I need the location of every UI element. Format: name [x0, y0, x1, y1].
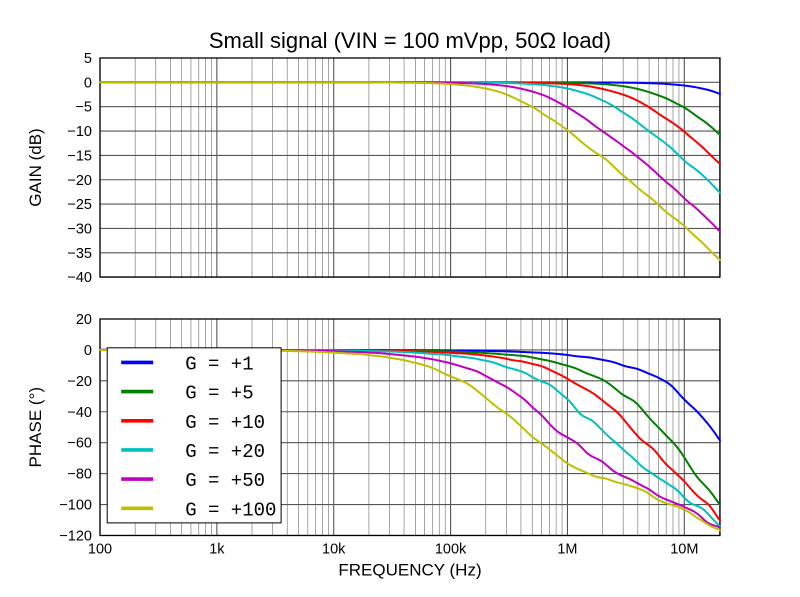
- svg-text:G = +10: G = +10: [185, 412, 265, 434]
- svg-text:1M: 1M: [557, 542, 577, 558]
- svg-text:G = +20: G = +20: [185, 441, 265, 463]
- svg-text:−100: −100: [59, 498, 92, 514]
- svg-text:−60: −60: [67, 436, 92, 452]
- svg-text:5: 5: [84, 51, 92, 67]
- svg-text:−5: −5: [75, 100, 92, 116]
- svg-text:0: 0: [84, 343, 92, 359]
- svg-text:−20: −20: [67, 374, 92, 390]
- svg-text:G = +5: G = +5: [185, 383, 253, 405]
- svg-text:1k: 1k: [209, 542, 225, 558]
- svg-text:G = +1: G = +1: [185, 353, 253, 375]
- svg-text:0: 0: [84, 75, 92, 91]
- svg-text:−30: −30: [67, 222, 92, 238]
- svg-text:−40: −40: [67, 405, 92, 421]
- svg-text:20: 20: [76, 312, 92, 328]
- svg-text:G = +100: G = +100: [185, 499, 276, 521]
- svg-text:10k: 10k: [322, 542, 346, 558]
- svg-text:−40: −40: [67, 270, 92, 286]
- svg-text:Small signal (VIN = 100 mVpp,: Small signal (VIN = 100 mVpp, 50Ω load): [209, 28, 611, 53]
- svg-text:−10: −10: [67, 124, 92, 140]
- svg-text:10M: 10M: [670, 542, 698, 558]
- svg-text:−20: −20: [67, 173, 92, 189]
- svg-text:PHASE (°): PHASE (°): [26, 387, 45, 467]
- svg-text:−15: −15: [67, 148, 92, 164]
- svg-text:GAIN (dB): GAIN (dB): [26, 128, 45, 206]
- svg-text:−80: −80: [67, 467, 92, 483]
- svg-text:−35: −35: [67, 246, 92, 262]
- svg-text:−25: −25: [67, 197, 92, 213]
- svg-text:100k: 100k: [435, 542, 467, 558]
- svg-text:100: 100: [88, 542, 112, 558]
- svg-text:G = +50: G = +50: [185, 470, 265, 492]
- svg-text:FREQUENCY (Hz): FREQUENCY (Hz): [338, 561, 481, 580]
